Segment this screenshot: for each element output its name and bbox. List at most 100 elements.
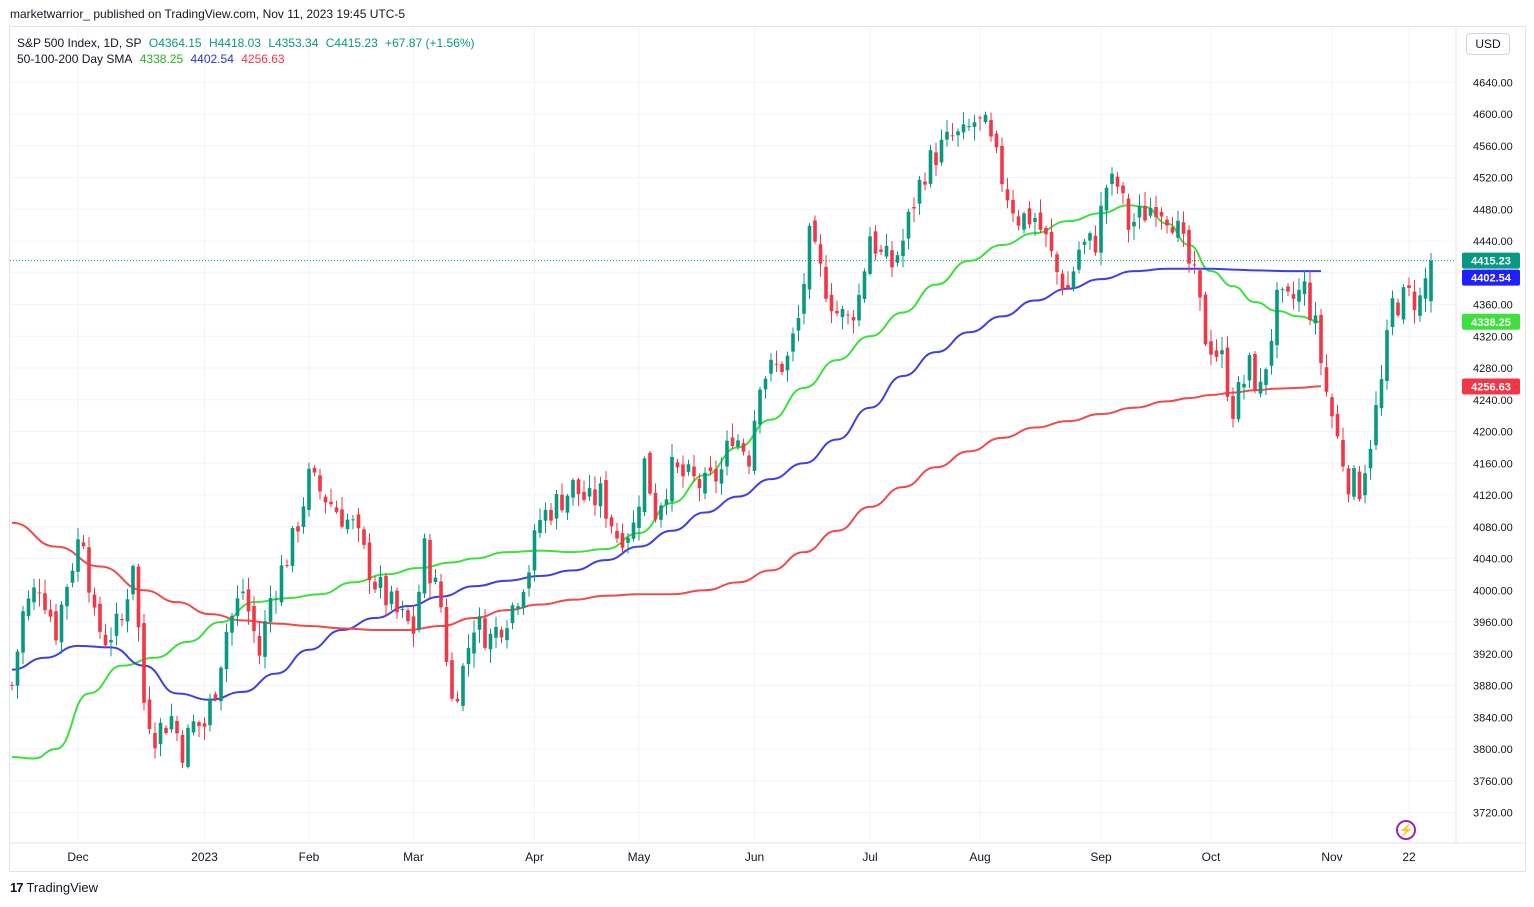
candle-body bbox=[719, 469, 724, 484]
price-badge bbox=[1462, 252, 1520, 269]
candle-body bbox=[1187, 229, 1191, 264]
candle-body bbox=[180, 734, 185, 763]
candle-body bbox=[697, 479, 702, 488]
y-tick-label: 3880.00 bbox=[1473, 681, 1513, 693]
candle-body bbox=[1423, 278, 1428, 299]
sma-lines bbox=[11, 204, 1322, 760]
x-tick-label: 22 bbox=[1402, 850, 1416, 864]
flash-icon[interactable]: ⚡ bbox=[1396, 820, 1416, 840]
candle-body bbox=[125, 599, 130, 622]
candle-body bbox=[323, 496, 328, 503]
candle-body bbox=[796, 317, 801, 331]
candle-body bbox=[703, 472, 707, 494]
candle-body bbox=[884, 245, 889, 257]
x-tick-label: 2023 bbox=[191, 850, 218, 864]
candle-body bbox=[87, 547, 91, 593]
candle-body bbox=[400, 609, 405, 611]
candle-body bbox=[967, 125, 971, 128]
candle-body bbox=[1385, 329, 1389, 382]
candle-body bbox=[983, 114, 988, 123]
candle-body bbox=[934, 152, 938, 166]
candle-body bbox=[1104, 187, 1109, 211]
candle-body bbox=[153, 732, 157, 749]
candle-body bbox=[686, 464, 691, 472]
candle-body bbox=[147, 699, 152, 730]
candle-body bbox=[1341, 439, 1345, 467]
candle-body bbox=[466, 647, 471, 664]
candle-body bbox=[1379, 379, 1384, 409]
candle-body bbox=[1253, 354, 1257, 391]
candle-body bbox=[708, 467, 713, 472]
candle-body bbox=[224, 631, 229, 670]
candle-body bbox=[186, 727, 190, 767]
candle-body bbox=[895, 255, 900, 263]
candle-body bbox=[252, 606, 256, 632]
candle-body bbox=[598, 483, 603, 507]
candle-body bbox=[433, 577, 438, 583]
candle-body bbox=[389, 591, 394, 605]
candle-body bbox=[609, 517, 614, 527]
candle-body bbox=[890, 250, 894, 268]
candle-body bbox=[1297, 289, 1301, 302]
candle-body bbox=[334, 507, 339, 512]
y-tick-label: 3720.00 bbox=[1473, 808, 1513, 820]
sma50-value: 4338.25 bbox=[139, 52, 184, 66]
candle-body bbox=[1363, 473, 1367, 496]
candle-body bbox=[1280, 289, 1285, 291]
sma-100-line bbox=[11, 267, 1321, 701]
candle-body bbox=[488, 633, 493, 650]
candle-body bbox=[1324, 367, 1329, 392]
price-axis[interactable]: 3720.00 3760.00 3800.00 3840.00 3880.00 3920.… bbox=[1473, 77, 1513, 819]
y-tick-label: 4160.00 bbox=[1473, 458, 1513, 470]
price-badge bbox=[1462, 269, 1520, 286]
footer-brand: 17 TradingView bbox=[10, 880, 98, 895]
candle-body bbox=[92, 594, 97, 608]
candle-body bbox=[1396, 302, 1400, 316]
candle-body bbox=[813, 220, 817, 242]
candle-body bbox=[455, 698, 460, 702]
candle-body bbox=[846, 314, 850, 316]
candle-body bbox=[670, 456, 674, 502]
candle-body bbox=[1016, 216, 1021, 226]
candle-body bbox=[1170, 227, 1175, 233]
candle-body bbox=[868, 236, 872, 274]
candle-body bbox=[521, 591, 526, 609]
candle-body bbox=[114, 613, 119, 636]
low-value: L4353.34 bbox=[268, 36, 319, 50]
candle-body bbox=[1330, 397, 1334, 417]
candle-body bbox=[851, 317, 856, 321]
tradingview-logo-icon: 17 bbox=[10, 880, 24, 895]
candle-body bbox=[241, 591, 245, 594]
candle-body bbox=[538, 519, 542, 533]
open-value: O4364.15 bbox=[148, 36, 202, 50]
sma100-value: 4402.54 bbox=[190, 52, 234, 66]
candle-body bbox=[59, 604, 64, 643]
time-axis[interactable]: Dec 2023 Feb Mar Apr May Jun Jul Aug Sep Oct Nov 22 bbox=[67, 850, 1416, 864]
candle-body bbox=[516, 606, 520, 610]
candle-body bbox=[626, 537, 630, 543]
candle-body bbox=[780, 363, 784, 373]
candle-body bbox=[483, 618, 487, 648]
x-tick-label: Apr bbox=[525, 850, 544, 864]
candle-body bbox=[164, 727, 168, 734]
candle-body bbox=[1390, 298, 1395, 328]
currency-button[interactable]: USD bbox=[1466, 33, 1510, 55]
candle-body bbox=[873, 231, 878, 254]
candle-body bbox=[620, 533, 625, 548]
candle-body bbox=[1077, 249, 1081, 270]
candle-body bbox=[1269, 340, 1274, 366]
candle-body bbox=[857, 294, 861, 321]
candle-body bbox=[879, 249, 883, 252]
candle-body bbox=[769, 359, 773, 374]
candle-body bbox=[472, 632, 476, 654]
price-badge-label: 4256.63 bbox=[1471, 382, 1511, 394]
candle-body bbox=[747, 455, 751, 467]
y-tick-label: 4120.00 bbox=[1473, 490, 1513, 502]
y-tick-label: 3920.00 bbox=[1473, 649, 1513, 661]
candle-body bbox=[1082, 241, 1087, 245]
candle-body bbox=[263, 621, 267, 657]
candle-body bbox=[48, 609, 53, 617]
candle-body bbox=[81, 542, 86, 547]
chart-pane[interactable] bbox=[9, 26, 1526, 872]
